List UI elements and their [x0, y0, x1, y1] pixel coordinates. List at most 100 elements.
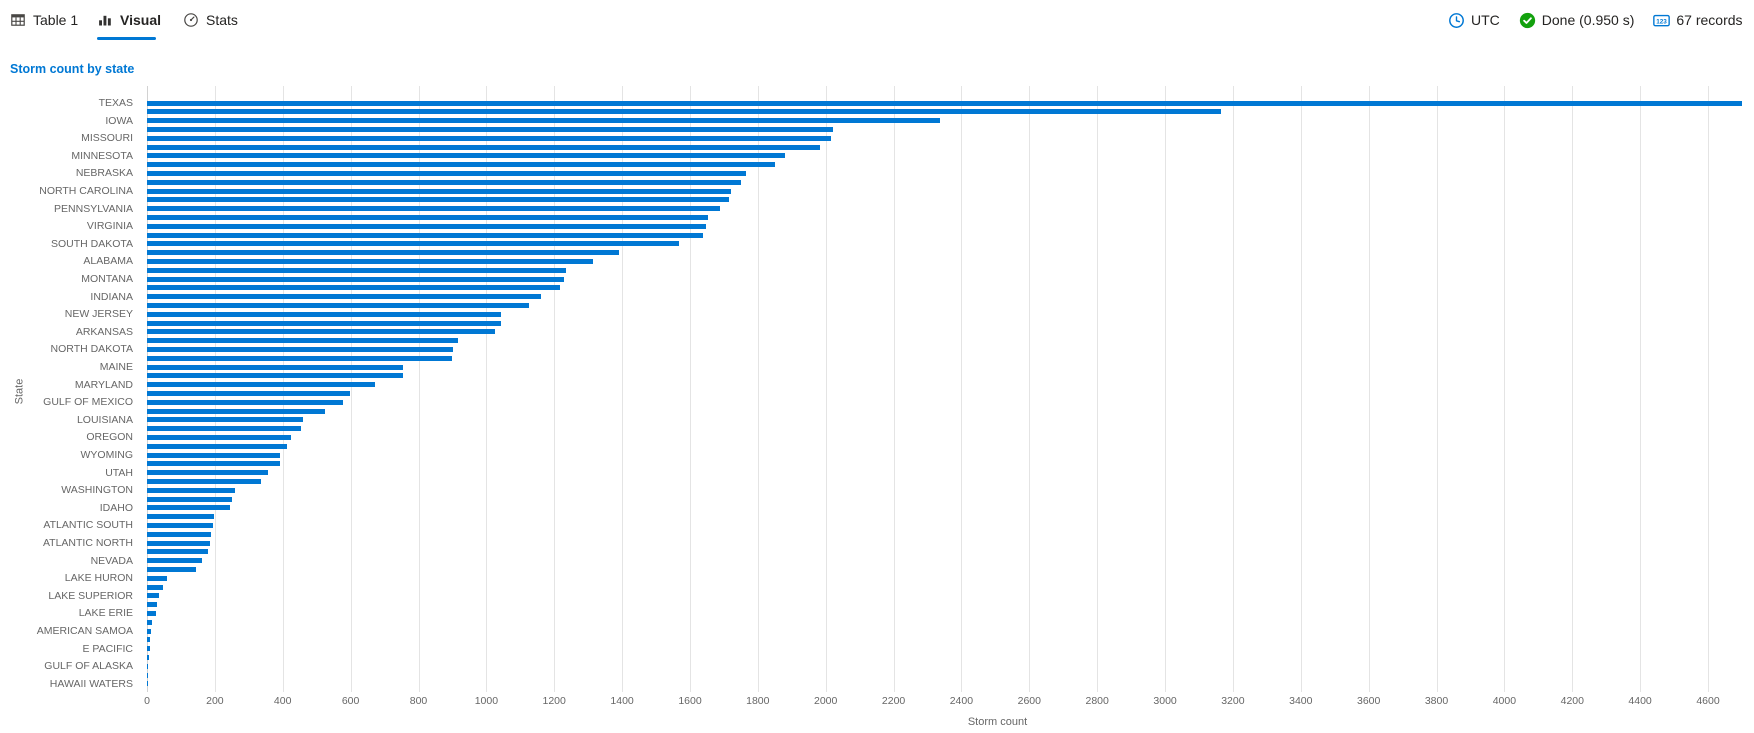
bar-north-carolina: [147, 188, 731, 194]
y-axis-label: IDAHO: [99, 501, 133, 514]
query-status-label: Done (0.950 s): [1541, 12, 1635, 28]
bar-louisiana: [147, 417, 304, 423]
bar-virginia: [147, 223, 706, 229]
gridline: [1368, 86, 1370, 692]
bar-oregon: [147, 434, 291, 440]
bar-minnesota: [147, 153, 786, 159]
bar-mississippi: [147, 285, 561, 291]
bar-lake-superior: [147, 593, 159, 599]
gridline: [214, 86, 216, 692]
records-icon-text: 123: [1657, 18, 1668, 25]
bar-wyoming: [147, 452, 280, 458]
bar-iowa: [147, 118, 941, 124]
bar-maine: [147, 364, 403, 370]
y-axis-label: TEXAS: [98, 97, 133, 109]
y-axis-label: MISSOURI: [81, 132, 133, 145]
y-axis-label: ATLANTIC NORTH: [42, 537, 133, 549]
bar-gulf-of-mexico: [147, 399, 343, 405]
bar-new-mexico: [147, 390, 350, 396]
gridline: [282, 86, 284, 692]
y-axis-label: PENNSYLVANIA: [54, 202, 133, 215]
bar-atlantic-north: [147, 540, 211, 546]
y-axis-label: UTAH: [105, 466, 133, 479]
x-tick-label: 1600: [678, 695, 702, 707]
bar-lake-michigan: [147, 566, 196, 572]
x-tick-label: 200: [206, 695, 224, 707]
y-axis-label: AMERICAN SAMOA: [36, 625, 133, 637]
bar-arkansas: [147, 329, 495, 335]
tab-table-1[interactable]: Table 1: [10, 8, 78, 32]
bar-nebraska: [147, 170, 747, 176]
bar-oklahoma: [147, 267, 566, 273]
status-bar: UTC Done (0.950 s) 123 67 records: [1448, 8, 1743, 32]
bar-alabama: [147, 258, 594, 264]
x-tick-label: 0: [144, 695, 150, 707]
bar-chart-icon: [97, 12, 113, 28]
bar-pennsylvania: [147, 206, 720, 212]
y-axis-label: MARYLAND: [74, 378, 133, 391]
x-tick-label: 2200: [881, 695, 906, 707]
gridline: [893, 86, 895, 692]
bar-massachusetts: [147, 426, 302, 432]
bar-illinois: [147, 126, 834, 132]
bar-district-of-columbia: [147, 584, 163, 590]
bar-guam: [147, 672, 148, 678]
bar-gulf-of-alaska: [147, 663, 148, 669]
bar-washington: [147, 487, 236, 493]
bar-new-hampshire: [147, 443, 288, 449]
y-axis-label: WASHINGTON: [61, 484, 133, 497]
x-tick-label: 4400: [1628, 695, 1652, 707]
y-axis-label: MINNESOTA: [71, 149, 133, 162]
tab-visual-label: Visual: [120, 12, 161, 28]
gridline: [690, 86, 691, 692]
timezone-label: UTC: [1471, 12, 1500, 28]
y-axis-label: LAKE ERIE: [78, 607, 133, 620]
bar-kentucky: [147, 250, 619, 256]
y-axis-label: NEVADA: [90, 554, 133, 567]
record-count: 123 67 records: [1653, 12, 1743, 29]
gridline: [1708, 86, 1709, 692]
y-axis-label: MAINE: [99, 361, 133, 373]
y-axis-label: INDIANA: [90, 290, 133, 303]
bar-american-samoa: [147, 628, 152, 634]
bar-wisconsin: [147, 162, 775, 168]
x-tick-label: 3600: [1357, 695, 1381, 707]
x-tick-label: 800: [409, 695, 428, 707]
gauge-icon: [183, 12, 199, 28]
timezone-indicator[interactable]: UTC: [1448, 12, 1500, 29]
tab-visual[interactable]: Visual: [97, 8, 161, 32]
x-tick-label: 1200: [542, 695, 566, 707]
tab-stats-label: Stats: [206, 12, 238, 28]
gridline: [554, 86, 556, 692]
bar-e-pacific: [147, 646, 150, 652]
y-axis-label: NORTH CAROLINA: [39, 185, 133, 197]
gridline: [622, 86, 624, 692]
bar-south-dakota: [147, 241, 679, 247]
gridline: [418, 86, 420, 692]
y-axis-label: SOUTH DAKOTA: [50, 237, 133, 250]
gridline: [486, 86, 488, 692]
bar-montana: [147, 276, 565, 282]
bar-ohio: [147, 197, 730, 203]
bar-new-jersey: [147, 311, 502, 317]
bar-lake-ontario: [147, 602, 158, 608]
tab-stats[interactable]: Stats: [183, 8, 238, 32]
x-tick-label: 3800: [1424, 695, 1449, 707]
x-tick-label: 3000: [1153, 695, 1177, 707]
gridline: [1029, 86, 1031, 692]
bar-arizona: [147, 408, 325, 414]
gridline: [350, 86, 352, 692]
bar-tennessee: [147, 302, 529, 308]
y-axis-label: WYOMING: [80, 449, 134, 461]
query-status: Done (0.950 s): [1519, 12, 1635, 29]
y-axis-label: MONTANA: [81, 273, 133, 285]
x-tick-label: 1800: [746, 695, 770, 707]
x-tick-label: 400: [273, 695, 292, 707]
gridline: [1300, 86, 1302, 692]
y-axis-label: ATLANTIC SOUTH: [43, 519, 133, 532]
tab-table-1-label: Table 1: [33, 12, 79, 28]
gridline: [1640, 86, 1642, 692]
bar-vermont: [147, 461, 280, 467]
